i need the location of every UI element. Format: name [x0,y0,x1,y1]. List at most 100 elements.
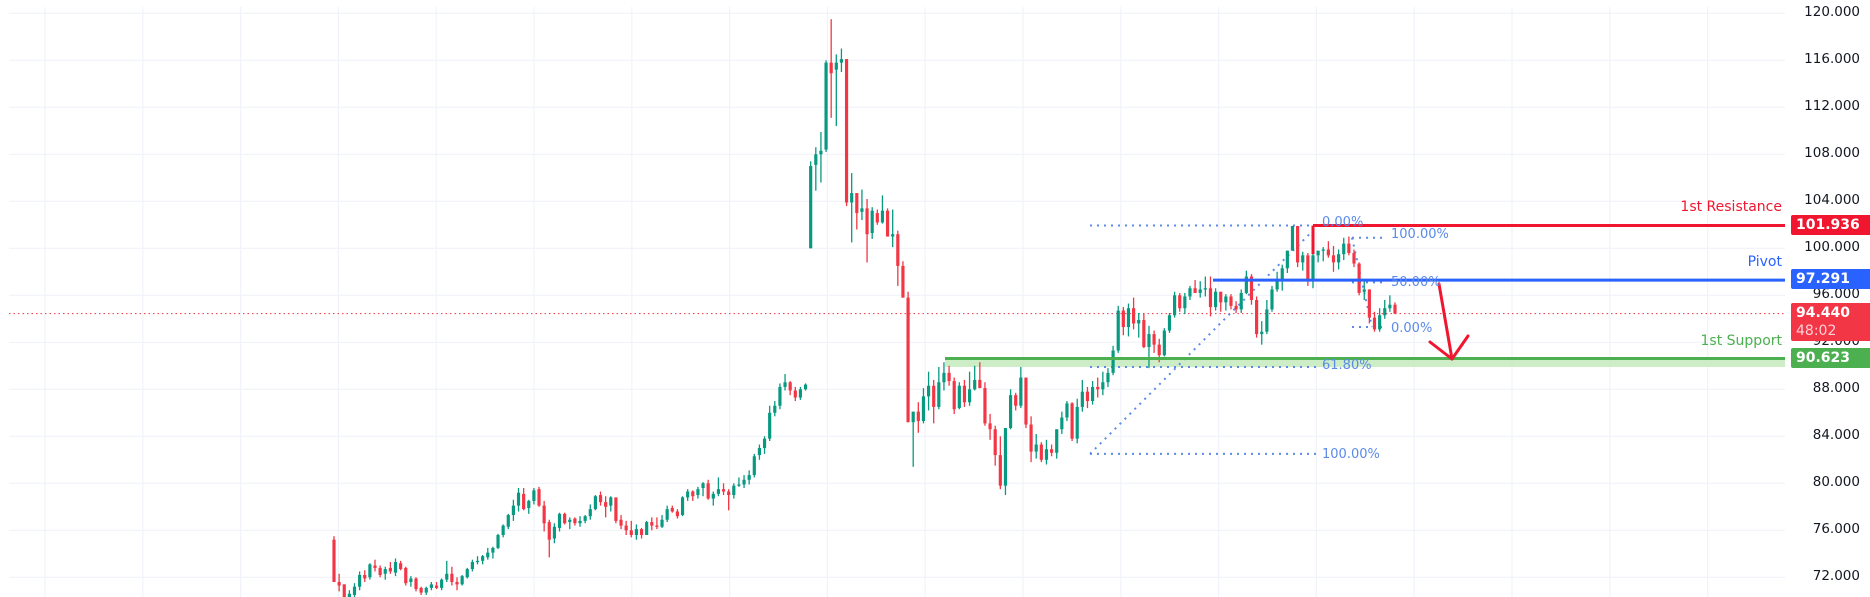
candle-body [660,519,664,527]
fib-trend-line [1089,224,1319,455]
candle-body [445,573,449,580]
candle-body [1070,403,1074,439]
candle-body [665,509,669,520]
candle-body [1014,395,1018,406]
candle-body [1301,255,1305,263]
candle-body [527,500,531,508]
candle-body [1229,296,1233,306]
candle-body [547,522,551,540]
candle-body [1019,377,1023,406]
candle-body [1306,255,1310,281]
candle-body [988,423,992,430]
candle-body [337,582,341,586]
candle-body [639,529,644,535]
candle-body [352,586,357,595]
candle-body [1147,334,1151,347]
candle-body [542,505,546,524]
candle-body [1326,249,1330,256]
candle-body [686,491,690,498]
candle-body [1126,308,1131,328]
fib-level-label: 0.00% [1322,215,1364,230]
candle-body [855,193,859,214]
candle-body [911,411,915,423]
candle-body [926,385,931,397]
candle-body [814,154,818,165]
candle-body [901,265,905,298]
candle-body [557,513,562,528]
candle-body [378,567,382,575]
candle-body [501,525,505,535]
candle-body [1352,253,1356,264]
candle-body [906,297,910,423]
candle-body [1239,292,1243,310]
candle-body [675,511,680,517]
candle-body [404,567,408,584]
candle-body [650,522,654,526]
candle-body [424,587,428,593]
pivot-label: Pivot [1747,254,1782,270]
candle-body [967,389,972,403]
candle-body [880,210,885,223]
fib-level-label: 100.00% [1391,227,1449,242]
candle-body [1075,406,1079,439]
candle-body [1157,344,1161,356]
candle-body [440,579,444,588]
candle-body [1280,268,1284,279]
candle-body [947,372,951,382]
fib-level-label: 100.00% [1322,447,1380,462]
candle-body [1275,278,1279,290]
price-tick: 88.000 [1812,380,1860,397]
candle-body [399,563,403,570]
candle-body [1285,250,1289,269]
candle-body [1316,250,1320,256]
candle-body [1096,386,1100,390]
candle-body [460,576,464,585]
candle-body [1265,309,1269,332]
candle-body [1091,386,1095,402]
candle-body [773,405,777,413]
support-label: 1st Support [1700,333,1782,349]
candle-body [1378,315,1382,330]
candle-body [998,455,1002,486]
candle-body [578,520,582,524]
candle-body [486,552,490,558]
candle-body [655,525,659,527]
candle-body [798,389,803,398]
candle-body [383,569,387,574]
candle-body [1178,295,1182,309]
candle-body [604,502,608,507]
candle-body [875,213,879,223]
candle-body [885,210,890,237]
candle-body [342,584,346,597]
candle-body [839,59,844,63]
candle-body [1039,444,1043,460]
candle-body [727,491,731,496]
candle-body [619,519,623,526]
candle-body [1383,308,1387,316]
candle-body [829,62,833,74]
candle-body [1173,295,1177,316]
candle-body [1372,317,1377,330]
price-tick: 96.000 [1812,286,1860,303]
candle-body [393,562,398,573]
candle-body [1183,296,1187,309]
candle-body [783,382,787,387]
candle-body [1296,225,1300,263]
candle-body [711,493,715,499]
candle-body [691,491,695,497]
candle-body [1055,429,1059,453]
candle-body [537,489,541,506]
candle-body [778,386,782,406]
candle-body [347,593,351,597]
candle-body [496,535,500,548]
candle-body [937,382,941,407]
candle-body [475,560,480,563]
candle-body [419,587,423,593]
resistance-price-badge: 101.936 [1791,215,1870,235]
candle-body [583,516,587,521]
candle-body [1137,319,1141,324]
candle-body [834,62,838,70]
candle-body [506,515,510,527]
